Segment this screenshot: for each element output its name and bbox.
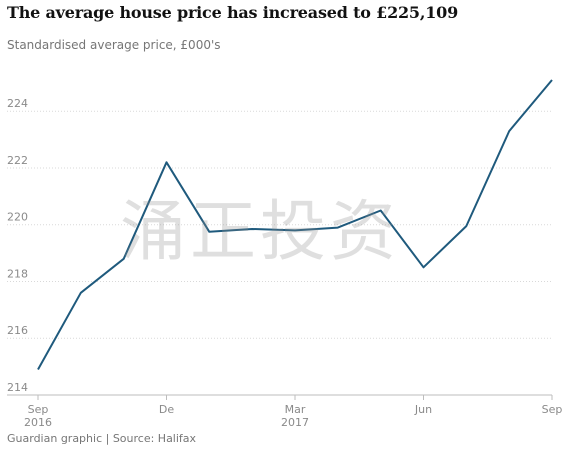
x-tick-label: Sep [542, 403, 563, 416]
x-tick-sublabel: 2016 [24, 416, 52, 429]
y-tick-label-218: 218 [7, 267, 28, 280]
x-tick-sublabel: 2017 [281, 416, 309, 429]
watermark: 涌正投资 [120, 193, 400, 270]
x-tick-label: Jun [414, 403, 432, 416]
y-tick-label-214: 214 [7, 381, 28, 394]
chart-title: The average house price has increased to… [7, 3, 459, 22]
y-tick-label-224: 224 [7, 97, 28, 110]
y-tick-label-216: 216 [7, 324, 28, 337]
x-tick-label: De [159, 403, 174, 416]
y-axis-tick-labels: 214 216 218 220 222 224 [7, 97, 28, 394]
chart-subtitle: Standardised average price, £000's [7, 38, 221, 52]
x-tick-label: Sep [28, 403, 49, 416]
y-tick-label-220: 220 [7, 211, 28, 224]
series-layer [37, 79, 553, 370]
grid-lines [7, 110, 552, 396]
x-tick-label: Mar [285, 403, 306, 416]
y-tick-label-222: 222 [7, 154, 28, 167]
source-credit: Guardian graphic | Source: Halifax [7, 432, 197, 445]
